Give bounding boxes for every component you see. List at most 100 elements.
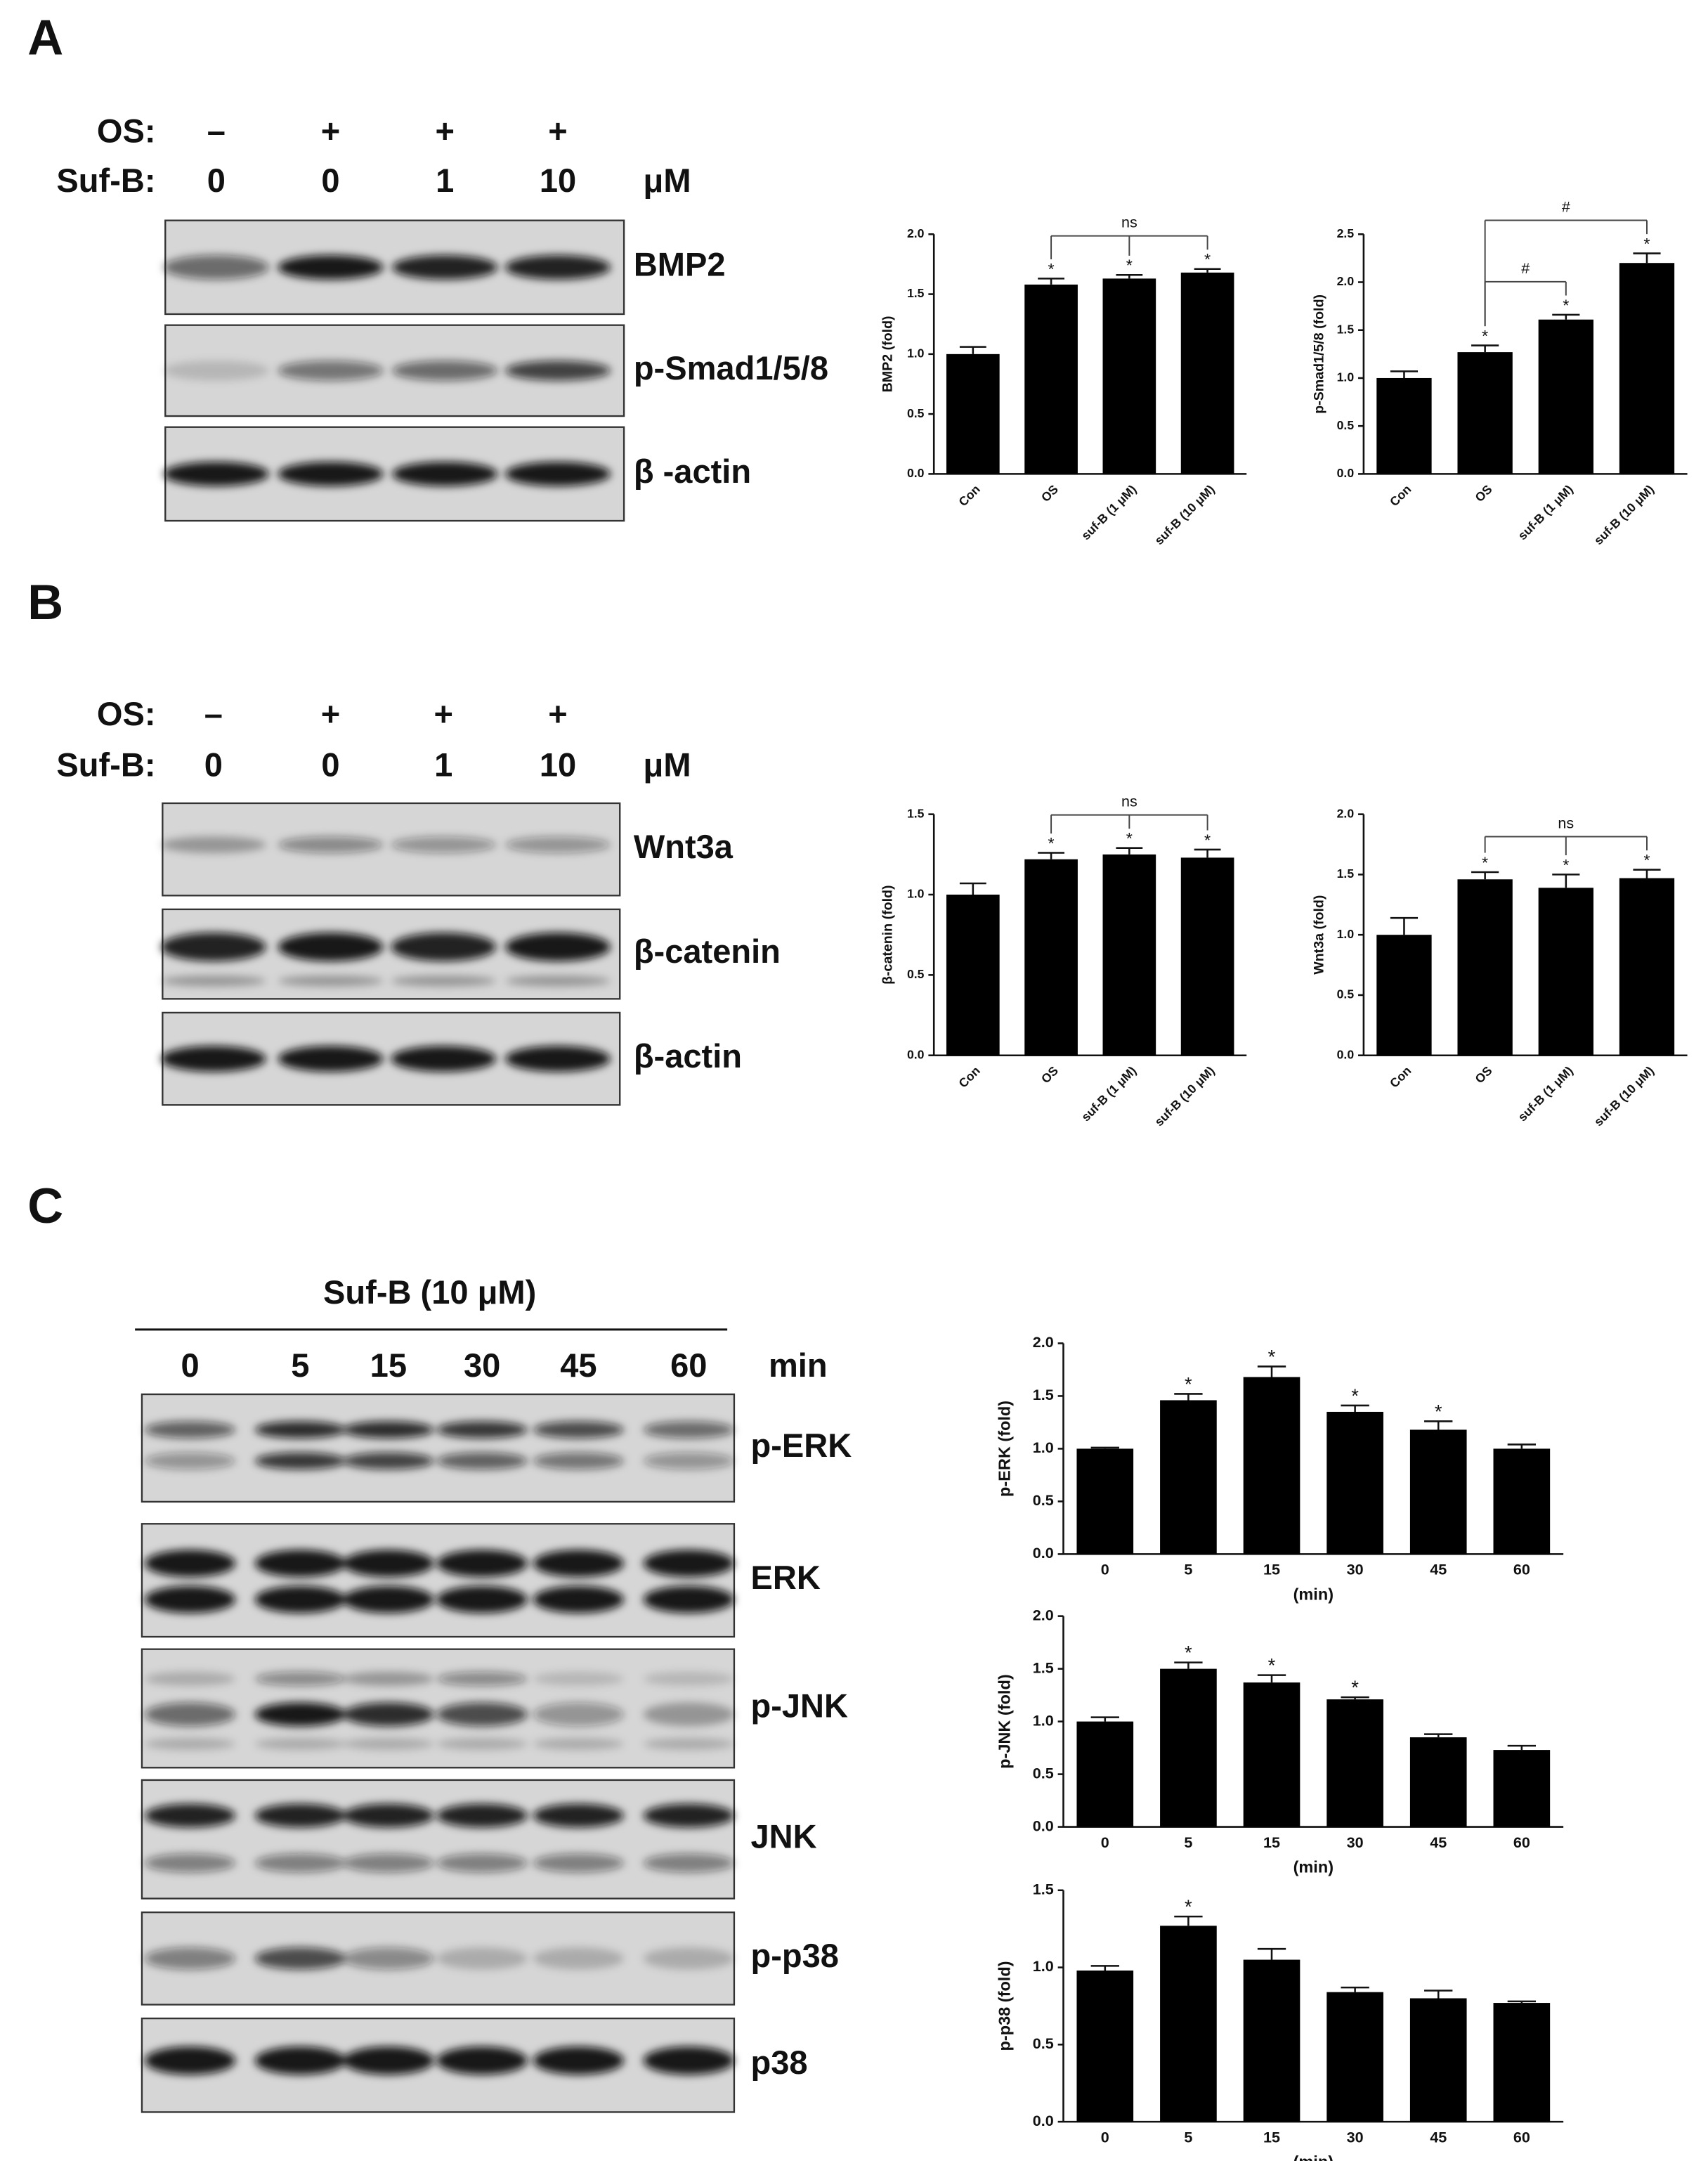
bracket-label: # <box>1521 259 1530 277</box>
band <box>278 1046 384 1072</box>
bar <box>1409 1429 1467 1555</box>
condition-value: 0 <box>181 1346 199 1384</box>
band <box>161 933 266 961</box>
band <box>436 1702 528 1727</box>
error-bar <box>1038 278 1065 285</box>
band <box>392 462 498 486</box>
band <box>343 1671 434 1686</box>
bracket-label: ns <box>1558 815 1574 832</box>
condition-value: + <box>321 695 340 732</box>
error-bar <box>1507 2000 1537 2004</box>
band <box>254 1853 346 1873</box>
condition-value: 30 <box>464 1346 500 1384</box>
bar <box>1376 377 1432 474</box>
blot-bands <box>144 1671 734 1750</box>
band <box>144 1738 236 1750</box>
y-tick-label: 2.0 <box>1033 1333 1054 1351</box>
band <box>144 1585 236 1614</box>
x-tick-label: 15 <box>1263 1561 1280 1578</box>
condition-value: + <box>321 112 340 150</box>
x-tick-label: 5 <box>1184 1561 1192 1578</box>
band <box>163 255 269 280</box>
band <box>254 1452 346 1470</box>
y-tick-label: 0.5 <box>1033 1491 1054 1509</box>
band <box>436 1853 528 1873</box>
error-bar <box>1390 370 1419 378</box>
band <box>254 1702 346 1727</box>
band <box>504 361 611 381</box>
y-tick-label: 1.5 <box>1337 322 1355 336</box>
band <box>278 836 384 853</box>
bar <box>1180 272 1234 474</box>
blot-label: JNK <box>750 1818 816 1855</box>
band <box>254 1803 346 1828</box>
blot <box>141 1648 736 1769</box>
condition-unit: μM <box>644 746 691 783</box>
x-tick-label: 5 <box>1184 1834 1192 1851</box>
bar <box>1538 888 1593 1056</box>
band <box>254 1947 346 1970</box>
blot-label: β -actin <box>634 453 751 490</box>
blot-label: BMP2 <box>634 246 726 283</box>
blot-bands <box>161 933 611 987</box>
band <box>505 933 611 961</box>
bar <box>1180 857 1234 1056</box>
x-tick-label: 45 <box>1430 1834 1447 1851</box>
band <box>436 1585 528 1614</box>
error-bar <box>959 346 986 354</box>
y-tick-label: 0.0 <box>1337 1047 1355 1061</box>
blot-bands <box>161 836 611 853</box>
error-bar <box>1194 268 1221 273</box>
band <box>436 1947 528 1970</box>
band <box>254 1585 346 1614</box>
significance-mark: * <box>1643 235 1650 253</box>
y-tick-label: 0.5 <box>907 406 925 420</box>
x-axis-label: (min) <box>1293 2153 1334 2161</box>
bar <box>1024 284 1078 474</box>
bar <box>1102 278 1156 474</box>
blot-label: β-catenin <box>634 933 781 970</box>
blot-label: ERK <box>750 1559 820 1596</box>
band <box>254 2046 346 2075</box>
panel-label: C <box>27 1178 63 1233</box>
y-axis-label: p-JNK (fold) <box>995 1674 1013 1769</box>
significance-mark: * <box>1351 1384 1359 1406</box>
band <box>343 1853 434 1873</box>
condition-value: 0 <box>204 746 223 783</box>
blot-label: p-p38 <box>750 1937 838 1974</box>
y-tick-label: 0.0 <box>1337 466 1355 480</box>
band <box>436 1421 528 1439</box>
band <box>144 1853 236 1873</box>
condition-name: Suf-B: <box>56 162 155 199</box>
treatment-label: Suf-B (10 μM) <box>323 1273 536 1311</box>
band <box>392 255 498 280</box>
significance-mark: * <box>1482 853 1488 871</box>
x-axis-label: (min) <box>1293 1858 1334 1876</box>
x-tick-label: 0 <box>1101 1834 1109 1851</box>
significance-mark: * <box>1048 260 1055 278</box>
y-tick-label: 2.0 <box>907 226 925 240</box>
band <box>144 1421 236 1439</box>
bar <box>1457 879 1513 1056</box>
x-tick-label: 30 <box>1347 2128 1364 2146</box>
condition-value: + <box>435 112 454 150</box>
band <box>643 1853 734 1873</box>
bar <box>1326 1699 1383 1827</box>
blot <box>141 1393 736 1503</box>
significance-mark: * <box>1126 257 1133 275</box>
y-tick-label: 0.0 <box>1033 1544 1054 1562</box>
error-bar <box>1507 1443 1537 1449</box>
y-tick-label: 1.5 <box>907 806 925 820</box>
y-tick-label: 2.0 <box>1337 274 1355 288</box>
significance-bracket <box>1050 235 1208 259</box>
band <box>436 1550 528 1577</box>
y-tick-label: 0.0 <box>907 466 925 480</box>
panel-label: B <box>27 574 63 630</box>
condition-value: + <box>548 112 567 150</box>
condition-value: 10 <box>540 162 576 199</box>
condition-name: Suf-B: <box>56 746 155 783</box>
band <box>144 1550 236 1577</box>
blot <box>141 1779 736 1900</box>
error-bar <box>1174 1915 1203 1926</box>
significance-mark: * <box>1268 1654 1276 1676</box>
